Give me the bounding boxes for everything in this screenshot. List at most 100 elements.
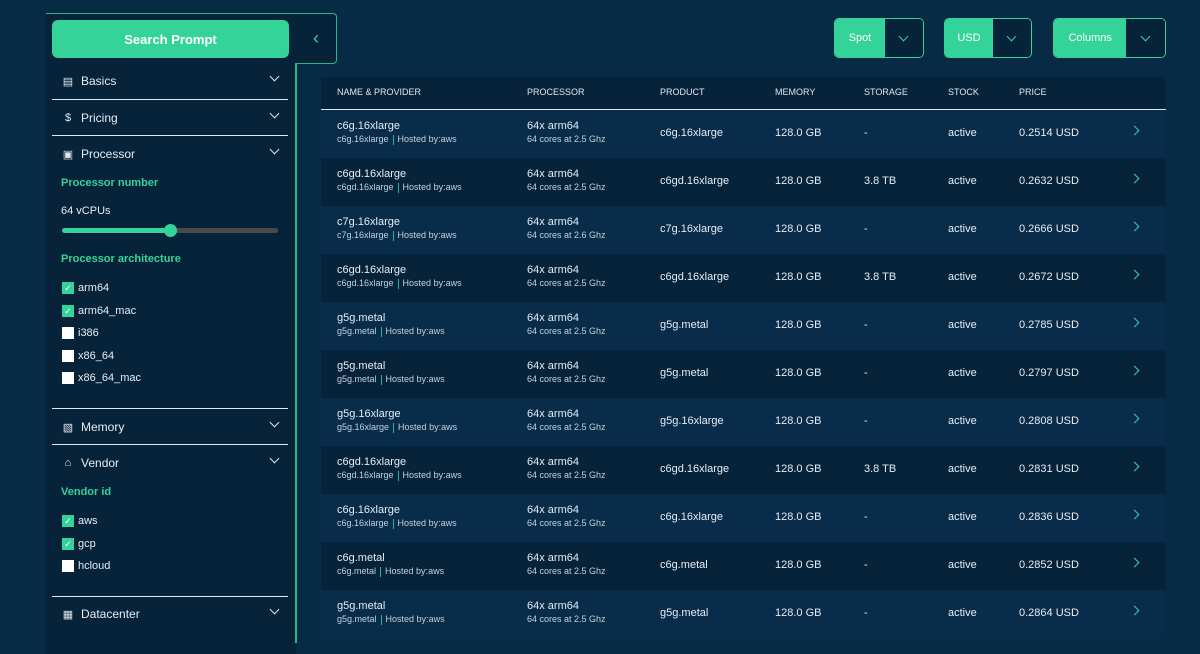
section-pricing[interactable]: $ Pricing (52, 100, 288, 136)
section-basics[interactable]: ▤ Basics (52, 63, 288, 99)
storage-cell: - (864, 127, 868, 139)
chevron-right-icon[interactable] (1129, 221, 1140, 232)
storage-cell: 3.8 TB (864, 175, 897, 187)
collapse-sidebar-button[interactable]: ‹ (296, 13, 337, 64)
column-header-storage[interactable]: STORAGE (864, 87, 908, 97)
hosted-by-label: Hosted by: (385, 566, 429, 576)
checkbox-label: arm64 (78, 282, 110, 294)
chevron-down-icon[interactable] (884, 19, 923, 57)
stock-cell: active (948, 319, 977, 331)
chevron-right-icon[interactable] (1129, 317, 1140, 328)
memory-cell: 128.0 GB (775, 511, 822, 523)
checkbox-i386[interactable]: i386 (62, 327, 99, 339)
processor-cell: 64x arm64 64 cores at 2.5 Ghz (527, 504, 606, 528)
checkbox-x86_64_mac[interactable]: x86_64_mac (62, 372, 141, 384)
column-header-name[interactable]: NAME & PROVIDER (337, 87, 422, 97)
chevron-right-icon[interactable] (1129, 125, 1140, 136)
section-memory[interactable]: ▧ Memory (52, 409, 288, 445)
checkbox-checked-icon[interactable]: ✓ (62, 515, 74, 527)
column-header-memory[interactable]: MEMORY (775, 87, 816, 97)
table-row[interactable]: c6gd.16xlarge c6gd.16xlarge Hosted by:aws … (321, 254, 1166, 302)
chevron-right-icon[interactable] (1129, 269, 1140, 280)
chevron-right-icon[interactable] (1129, 509, 1140, 520)
price-cell: 0.2852 USD (1019, 559, 1079, 571)
table-row[interactable]: g5g.16xlarge g5g.16xlarge Hosted by:aws 64… (321, 398, 1166, 446)
server-table: NAME & PROVIDER PROCESSOR PRODUCT MEMORY… (321, 77, 1166, 638)
section-vendor[interactable]: ⌂ Vendor (52, 445, 288, 481)
chevron-down-icon (269, 604, 280, 615)
vcpu-slider[interactable] (62, 224, 278, 237)
checkbox-unchecked-icon[interactable] (62, 349, 74, 362)
chevron-right-icon[interactable] (1129, 365, 1140, 376)
checkbox-unchecked-icon[interactable] (62, 327, 74, 339)
instance-id: c6g.16xlarge (337, 134, 389, 144)
hosted-by-label: Hosted by: (402, 470, 446, 480)
memory-cell: 128.0 GB (775, 127, 822, 139)
chevron-right-icon[interactable] (1129, 173, 1140, 184)
hosted-by-label: Hosted by: (397, 134, 441, 144)
table-row[interactable]: g5g.metal g5g.metal Hosted by:aws 64x arm6… (321, 590, 1166, 638)
chevron-right-icon[interactable] (1129, 557, 1140, 568)
processor-cell: 64x arm64 64 cores at 2.5 Ghz (527, 264, 606, 288)
table-row[interactable]: c6g.metal c6g.metal Hosted by:aws 64x arm6… (321, 542, 1166, 590)
product-cell: g5g.metal (660, 367, 709, 379)
section-label: Memory (81, 420, 125, 434)
chevron-down-icon (269, 417, 280, 428)
price-cell: 0.2836 USD (1019, 511, 1079, 523)
provider: aws (441, 422, 458, 432)
checkbox-checked-icon[interactable]: ✓ (62, 282, 74, 294)
slider-handle[interactable] (164, 224, 177, 237)
section-label: Basics (81, 74, 117, 88)
memory-cell: 128.0 GB (775, 223, 822, 235)
columns-dropdown[interactable]: Columns (1053, 18, 1166, 58)
checkbox-unchecked-icon[interactable] (62, 372, 74, 384)
checkbox-x86_64[interactable]: x86_64 (62, 349, 114, 362)
column-header-price[interactable]: PRICE (1019, 87, 1047, 97)
column-header-stock[interactable]: STOCK (948, 87, 979, 97)
provider: aws (440, 518, 457, 528)
chevron-right-icon[interactable] (1129, 413, 1140, 424)
cpu-cores: 64 cores at 2.5 Ghz (527, 566, 606, 576)
slider-fill (62, 228, 170, 233)
chevron-down-icon[interactable] (1126, 19, 1165, 57)
table-row[interactable]: c6g.16xlarge c6g.16xlarge Hosted by:aws 64… (321, 110, 1166, 158)
chevron-right-icon[interactable] (1129, 461, 1140, 472)
chevron-down-icon[interactable] (992, 19, 1031, 57)
checkbox-gcp[interactable]: ✓ gcp (62, 537, 96, 550)
checkbox-hcloud[interactable]: hcloud (62, 560, 110, 572)
table-row[interactable]: g5g.metal g5g.metal Hosted by:aws 64x arm6… (321, 302, 1166, 350)
currency-dropdown[interactable]: USD (944, 18, 1032, 58)
price-cell: 0.2831 USD (1019, 463, 1079, 475)
checkbox-checked-icon[interactable]: ✓ (62, 304, 74, 317)
table-row[interactable]: c6gd.16xlarge c6gd.16xlarge Hosted by:aws … (321, 446, 1166, 494)
name-cell: c6g.16xlarge c6g.16xlarge Hosted by:aws (337, 120, 457, 145)
memory-cell: 128.0 GB (775, 319, 822, 331)
section-datacenter[interactable]: ▦ Datacenter (52, 596, 288, 632)
search-prompt-button[interactable]: Search Prompt (52, 20, 289, 58)
column-header-product[interactable]: PRODUCT (660, 87, 705, 97)
table-row[interactable]: c6gd.16xlarge c6gd.16xlarge Hosted by:aws … (321, 158, 1166, 206)
table-row[interactable]: g5g.metal g5g.metal Hosted by:aws 64x arm6… (321, 350, 1166, 398)
table-row[interactable]: c6g.16xlarge c6g.16xlarge Hosted by:aws 64… (321, 494, 1166, 542)
stock-cell: active (948, 559, 977, 571)
checkbox-arm64_mac[interactable]: ✓ arm64_mac (62, 304, 136, 317)
cpu-cores: 64 cores at 2.5 Ghz (527, 518, 606, 528)
checkbox-checked-icon[interactable]: ✓ (62, 537, 74, 550)
vcpu-value: 64 vCPUs (61, 205, 111, 217)
checkbox-aws[interactable]: ✓ aws (62, 515, 98, 527)
checkbox-label: x86_64_mac (78, 372, 141, 384)
checkbox-unchecked-icon[interactable] (62, 560, 74, 572)
spot-dropdown[interactable]: Spot (834, 18, 924, 58)
table-row[interactable]: c7g.16xlarge c7g.16xlarge Hosted by:aws 64… (321, 206, 1166, 254)
instance-name: g5g.metal (337, 600, 386, 612)
column-header-processor[interactable]: PROCESSOR (527, 87, 585, 97)
section-label: Datacenter (81, 607, 140, 621)
name-cell: c7g.16xlarge c7g.16xlarge Hosted by:aws (337, 216, 457, 241)
divider (52, 99, 288, 100)
section-processor[interactable]: ▣ Processor (52, 136, 288, 172)
product-cell: g5g.16xlarge (660, 415, 724, 427)
checkbox-arm64[interactable]: ✓ arm64 (62, 282, 109, 294)
instance-name: g5g.16xlarge (337, 408, 401, 420)
chevron-right-icon[interactable] (1129, 605, 1140, 616)
cpu-cores: 64 cores at 2.5 Ghz (527, 422, 606, 432)
